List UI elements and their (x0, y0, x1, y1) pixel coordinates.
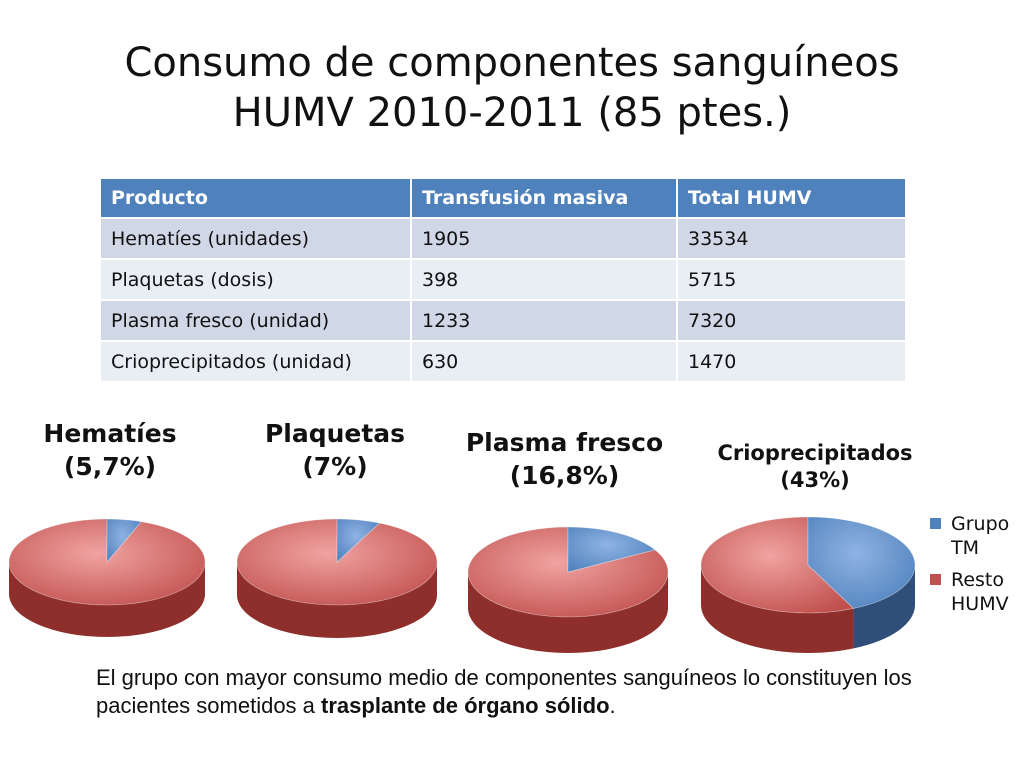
pie-title-crioprecipitados: Crioprecipitados (43%) (690, 440, 940, 495)
pie-title-hematies: Hematíes (5,7%) (20, 418, 200, 483)
legend-swatch-resto-humv (930, 574, 941, 585)
table-cell: 7320 (678, 301, 907, 342)
pie-title-plaquetas-name: Plaquetas (264, 419, 406, 448)
title-line-1: Consumo de componentes sanguíneos (124, 40, 900, 86)
table-cell: 1470 (678, 342, 907, 383)
table-cell: 630 (412, 342, 678, 383)
pie-slice-resto-humv (8, 518, 206, 606)
pie-chart-2 (467, 526, 669, 653)
pie-title-plaquetas: Plaquetas (7%) (245, 418, 425, 483)
pie-title-hematies-name: Hematíes (43, 419, 177, 448)
pie-title-plasma-pct: (16,8%) (509, 460, 620, 490)
footer-period: . (609, 693, 616, 718)
pie-title-plaquetas-pct: (7%) (302, 451, 368, 481)
pie-slice-resto-humv (467, 526, 669, 618)
slide-title: Consumo de componentes sanguíneos HUMV 2… (0, 38, 1024, 138)
table-cell: 1905 (412, 219, 678, 260)
header-producto: Producto (101, 179, 412, 219)
table-cell: Hematíes (unidades) (101, 219, 412, 260)
legend-swatch-grupo-tm (930, 518, 941, 529)
footer-note: El grupo con mayor consumo medio de comp… (96, 664, 976, 720)
footer-text: El grupo con mayor consumo medio de comp… (96, 665, 912, 718)
pie-side-resto-humv (9, 562, 205, 637)
pie-side-resto-humv (701, 565, 854, 654)
pie-slice-grupo-tm (567, 526, 656, 573)
pie-title-hematies-pct: (5,7%) (63, 451, 157, 481)
pie-chart-1 (236, 518, 438, 638)
pie-slice-grupo-tm (336, 518, 381, 563)
table-row: Plasma fresco (unidad) 1233 7320 (101, 301, 907, 342)
legend-item-resto-humv: Resto HUMV (930, 568, 1024, 616)
pie-chart-3 (700, 516, 916, 654)
pie-title-plasma-name: Plasma fresco (465, 428, 664, 457)
table-row: Hematíes (unidades) 1905 33534 (101, 219, 907, 260)
table-cell: 5715 (678, 260, 907, 301)
pie-slice-resto-humv (700, 516, 855, 614)
title-line-2: HUMV 2010-2011 (85 ptes.) (232, 90, 792, 136)
legend-item-grupo-tm: Grupo TM (930, 512, 1024, 560)
pie-side-resto-humv (468, 572, 668, 653)
table-cell: 398 (412, 260, 678, 301)
pie-title-crio-name: Crioprecipitados (717, 441, 913, 465)
legend-label-grupo-tm: Grupo TM (951, 513, 1010, 559)
pie-side-resto-humv (237, 562, 437, 638)
pie-title-crio-pct: (43%) (780, 468, 850, 493)
table-cell: 33534 (678, 219, 907, 260)
table-cell: Plaquetas (dosis) (101, 260, 412, 301)
table-row: Crioprecipitados (unidad) 630 1470 (101, 342, 907, 383)
pie-slice-grupo-tm (106, 518, 143, 564)
pie-slice-grupo-tm (807, 516, 916, 609)
pie-chart-0 (8, 518, 206, 637)
footer-bold-text: trasplante de órgano sólido (321, 693, 610, 718)
table-cell: Crioprecipitados (unidad) (101, 342, 412, 383)
header-transfusion-masiva: Transfusión masiva (412, 179, 678, 219)
table-cell: 1233 (412, 301, 678, 342)
pie-slice-resto-humv (236, 518, 438, 606)
legend-label-resto-humv: Resto HUMV (951, 569, 1009, 615)
data-table: Producto Transfusión masiva Total HUMV H… (101, 179, 907, 383)
pie-title-plasma: Plasma fresco (16,8%) (452, 427, 677, 492)
pie-side-grupo-tm (853, 565, 915, 649)
chart-legend: Grupo TM Resto HUMV (930, 512, 1024, 624)
table-header-row: Producto Transfusión masiva Total HUMV (101, 179, 907, 219)
table-cell: Plasma fresco (unidad) (101, 301, 412, 342)
header-total-humv: Total HUMV (678, 179, 907, 219)
table-row: Plaquetas (dosis) 398 5715 (101, 260, 907, 301)
